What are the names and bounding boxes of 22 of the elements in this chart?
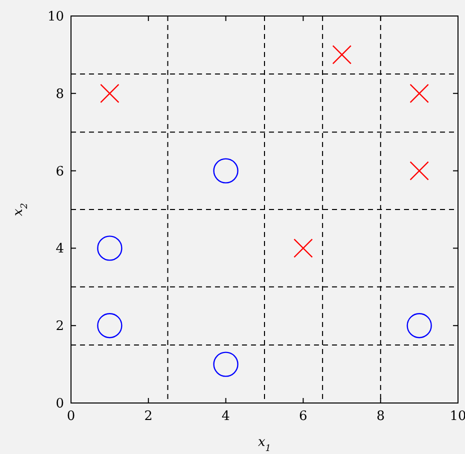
point [213, 352, 238, 377]
point [410, 84, 429, 103]
x-tick-label: 2 [144, 409, 153, 424]
y-tick-label: 8 [56, 86, 64, 102]
x-axis-title: x$_{1}$ [258, 435, 272, 454]
point [97, 313, 122, 338]
point [410, 161, 429, 180]
y-tick-label: 10 [47, 10, 64, 24]
point [406, 313, 432, 338]
y-tick-label: 6 [56, 164, 64, 180]
point [294, 238, 313, 258]
y-tick-label: 2 [56, 319, 64, 334]
x-tick-label: 4 [222, 409, 230, 424]
x-tick-label: 6 [299, 409, 308, 424]
point [332, 45, 352, 64]
point [97, 236, 122, 261]
y-tick-label: 4 [56, 242, 64, 257]
x-tick-label: 0 [66, 409, 76, 424]
point [100, 84, 120, 103]
x-tick-label: 8 [376, 409, 385, 424]
point [213, 158, 238, 184]
y-tick-label: 0 [56, 396, 64, 412]
